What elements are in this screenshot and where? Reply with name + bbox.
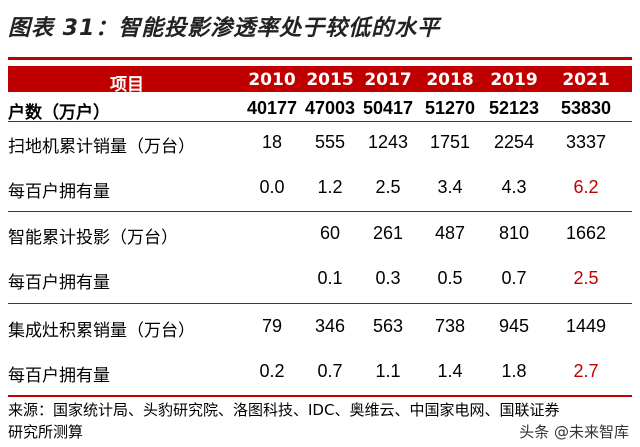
table-cell: 60: [319, 223, 341, 243]
table-cell: 261: [372, 223, 404, 243]
row-divider: [8, 211, 632, 212]
table-cell: 0.1: [317, 268, 343, 288]
table-cell: 1751: [429, 132, 471, 152]
table-cell: 40177: [246, 98, 298, 118]
table-row-households: 户数（万户） 40177 47003 50417 51270 52123 538…: [8, 94, 632, 124]
table-cell: 3.4: [437, 177, 463, 197]
row-divider: [8, 303, 632, 304]
header-year: 2017: [364, 70, 412, 90]
table-cell: 47003: [304, 98, 356, 118]
table-cell: 0.2: [259, 361, 285, 381]
table-row: 每百户拥有量 0.2 0.7 1.1 1.4 1.8 2.7: [8, 357, 632, 387]
table-cell: 1.2: [317, 177, 343, 197]
table-cell: 1.1: [375, 361, 401, 381]
table-row: 每百户拥有量 0.0 1.2 2.5 3.4 4.3 6.2: [8, 173, 632, 203]
table-row: 智能累计投影（万台） 60 261 487 810 1662: [8, 219, 632, 249]
table-cell: 51270: [424, 98, 476, 118]
table-cell: 346: [314, 316, 346, 336]
table-cell: 79: [261, 316, 283, 336]
table-cell: 4.3: [501, 177, 527, 197]
row-label: 户数（万户）: [8, 103, 110, 123]
table-cell: 50417: [362, 98, 414, 118]
header-year: 2019: [490, 70, 538, 90]
table-cell: 945: [498, 316, 530, 336]
table-cell: 18: [261, 132, 283, 152]
top-rule: [8, 57, 632, 60]
table-row: 每百户拥有量 0.1 0.3 0.5 0.7 2.5: [8, 264, 632, 294]
header-item: 项目: [110, 75, 144, 95]
table-cell: 0.3: [375, 268, 401, 288]
table-row: 扫地机累计销量（万台） 18 555 1243 1751 2254 3337: [8, 128, 632, 158]
table-cell: 2.5: [375, 177, 401, 197]
header-year: 2010: [248, 70, 296, 90]
row-label: 每百户拥有量: [8, 182, 110, 202]
table-cell-highlight: 2.7: [573, 361, 599, 381]
table-cell: 738: [434, 316, 466, 336]
table-header: 项目 2010 2015 2017 2018 2019 2021: [8, 66, 632, 95]
table-cell-highlight: 2.5: [573, 268, 599, 288]
table-cell: 0.0: [259, 177, 285, 197]
watermark: 头条 @未来智库: [516, 420, 632, 443]
table-cell: 555: [314, 132, 346, 152]
table-cell: 810: [498, 223, 530, 243]
table-cell: 1662: [565, 223, 607, 243]
source-note: 来源：国家统计局、头豹研究院、洛图科技、IDC、奥维云、中国家电网、国联证券研究…: [8, 401, 560, 441]
table-cell: 0.7: [317, 361, 343, 381]
table-cell: 1243: [367, 132, 409, 152]
table-cell: 0.5: [437, 268, 463, 288]
header-year: 2015: [306, 70, 354, 90]
page-title: 图表 31：智能投影渗透率处于较低的水平: [8, 16, 441, 41]
row-label: 每百户拥有量: [8, 273, 110, 293]
table-cell: 0.7: [501, 268, 527, 288]
row-divider: [8, 121, 632, 122]
table-cell: 3337: [565, 132, 607, 152]
row-label: 扫地机累计销量（万台）: [8, 137, 195, 157]
table-cell: 52123: [488, 98, 540, 118]
table-cell: 2254: [493, 132, 535, 152]
row-label: 每百户拥有量: [8, 366, 110, 386]
table-cell: 53830: [560, 98, 612, 118]
bottom-rule: [8, 395, 632, 397]
table-cell: 1449: [565, 316, 607, 336]
table-row: 集成灶积累销量（万台） 79 346 563 738 945 1449: [8, 312, 632, 342]
table-cell: 1.4: [437, 361, 463, 381]
row-label: 智能累计投影（万台）: [8, 228, 178, 248]
row-label: 集成灶积累销量（万台）: [8, 321, 195, 341]
header-year: 2018: [426, 70, 474, 90]
table-cell-highlight: 6.2: [573, 177, 599, 197]
table-cell: 563: [372, 316, 404, 336]
header-year: 2021: [562, 70, 610, 90]
table-cell: 1.8: [501, 361, 527, 381]
table-cell: 487: [434, 223, 466, 243]
